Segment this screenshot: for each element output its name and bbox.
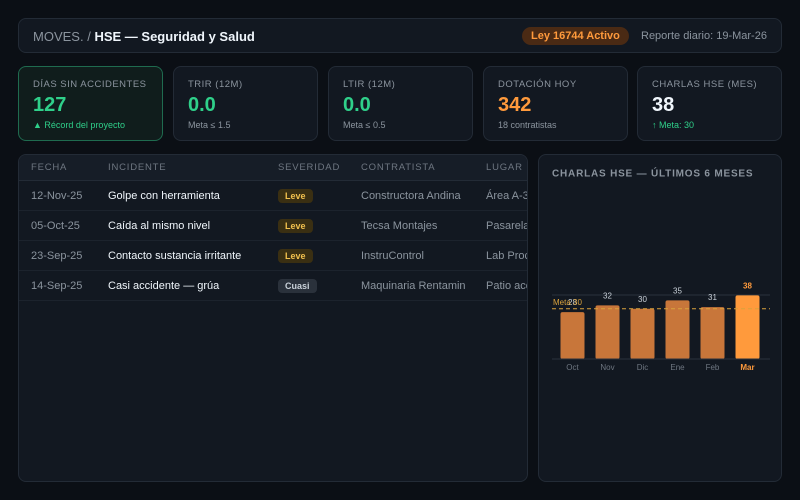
severity-badge: Cuasi xyxy=(278,278,317,293)
header-row: FECHA INCIDENTE SEVERIDAD CONTRATISTA LU… xyxy=(19,155,527,181)
kpi-note: Meta ≤ 1.5 xyxy=(188,120,231,130)
date: 12-Nov-25 xyxy=(19,180,96,211)
x-tick-label: Dic xyxy=(637,363,649,372)
chart-title: CHARLAS HSE — ÚLTIMOS 6 MESES xyxy=(552,167,753,180)
kpi-label: DÍAS SIN ACCIDENTES xyxy=(33,79,147,90)
value-label: 35 xyxy=(673,286,682,295)
column-header: LUGAR xyxy=(474,155,527,181)
kpi-label: LTIR (12M) xyxy=(343,79,396,90)
incident-row[interactable]: 23-Sep-25 Contacto sustancia irritante L… xyxy=(19,240,527,271)
kpi-note: ▲ Récord del proyecto xyxy=(33,120,125,130)
chart-panel: CHARLAS HSE — ÚLTIMOS 6 MESES 28 Oct 32 Nov… xyxy=(538,154,782,482)
value-label: 28 xyxy=(568,298,577,307)
kpi-card: TRIR (12M) 0.0 Meta ≤ 1.5 xyxy=(173,66,318,141)
bar xyxy=(560,312,585,359)
incident-row[interactable]: 05-Oct-25 Caída al mismo nivel Leve Tecs… xyxy=(19,210,527,241)
breadcrumb-separator: / xyxy=(87,29,91,44)
bar xyxy=(630,308,655,359)
kpi-note: 18 contratistas xyxy=(498,120,557,130)
severity-cell: Leve xyxy=(266,180,349,211)
breadcrumb-parent[interactable]: MOVES. xyxy=(33,29,84,44)
column-header: SEVERIDAD xyxy=(266,155,349,181)
incident-row[interactable]: 12-Nov-25 Golpe con herramienta Leve Con… xyxy=(19,180,527,211)
contractor: Tecsa Montajes xyxy=(349,210,474,241)
location: Patio acc xyxy=(474,270,527,301)
column-header: FECHA xyxy=(19,155,96,181)
kpi-card: DÍAS SIN ACCIDENTES 127 ▲ Récord del pro… xyxy=(18,66,163,141)
kpi-value: 342 xyxy=(498,94,532,116)
kpi-card: LTIR (12M) 0.0 Meta ≤ 0.5 xyxy=(328,66,473,141)
kpi-label: CHARLAS HSE (MES) xyxy=(652,79,758,90)
breadcrumb: MOVES. / HSE — Seguridad y Salud xyxy=(33,29,255,44)
value-label: 31 xyxy=(708,293,717,302)
value-label: 30 xyxy=(638,295,647,304)
x-tick-label: Feb xyxy=(706,363,720,372)
kpi-value: 38 xyxy=(652,94,675,116)
severity-badge: Leve xyxy=(278,188,313,203)
incident: Casi accidente — grúa xyxy=(96,270,266,301)
location: Área A-3 xyxy=(474,180,527,211)
status-badge: Ley 16744 Activo xyxy=(522,27,629,45)
kpi-card: DOTACIÓN HOY 342 18 contratistas xyxy=(483,66,628,141)
severity-cell: Leve xyxy=(266,240,349,271)
x-tick-label: Oct xyxy=(566,363,579,372)
kpi-note: Meta ≤ 0.5 xyxy=(343,120,386,130)
value-label: 32 xyxy=(603,291,612,300)
x-tick-label: Mar xyxy=(740,363,754,372)
report-date: Reporte diario: 19-Mar-26 xyxy=(641,30,767,42)
incident: Contacto sustancia irritante xyxy=(96,240,266,271)
incident-table: FECHA INCIDENTE SEVERIDAD CONTRATISTA LU… xyxy=(19,155,527,301)
severity-badge: Leve xyxy=(278,248,313,263)
severity-cell: Cuasi xyxy=(266,270,349,301)
contractor: Constructora Andina xyxy=(349,180,474,211)
chart: CHARLAS HSE — ÚLTIMOS 6 MESES 28 Oct 32 Nov… xyxy=(552,167,770,372)
header: MOVES. / HSE — Seguridad y Salud Ley 167… xyxy=(18,18,782,53)
date: 14-Sep-25 xyxy=(19,270,96,301)
column-header: CONTRATISTA xyxy=(349,155,474,181)
kpi-card: CHARLAS HSE (MES) 38 ↑ Meta: 30 xyxy=(637,66,782,141)
severity-cell: Leve xyxy=(266,210,349,241)
incident-row[interactable]: 14-Sep-25 Casi accidente — grúa Cuasi Ma… xyxy=(19,270,527,301)
kpi-value: 127 xyxy=(33,94,67,116)
date: 05-Oct-25 xyxy=(19,210,96,241)
kpi-value: 0.0 xyxy=(343,94,371,116)
bar xyxy=(665,300,690,359)
kpi-label: TRIR (12M) xyxy=(188,79,243,90)
column-header: INCIDENTE xyxy=(96,155,266,181)
date: 23-Sep-25 xyxy=(19,240,96,271)
kpi-note: ↑ Meta: 30 xyxy=(652,120,695,130)
severity-badge: Leve xyxy=(278,218,313,233)
kpi-value: 0.0 xyxy=(188,94,216,116)
incident-table-panel: FECHA INCIDENTE SEVERIDAD CONTRATISTA LU… xyxy=(18,154,528,482)
incident: Golpe con herramienta xyxy=(96,180,266,211)
kpi-label: DOTACIÓN HOY xyxy=(498,79,577,90)
target-label: Meta 30 xyxy=(553,298,582,307)
contractor: Maquinaria Rentamin xyxy=(349,270,474,301)
bar xyxy=(700,307,725,359)
page-title: HSE — Seguridad y Salud xyxy=(94,29,255,44)
location: Pasarela xyxy=(474,210,527,241)
x-tick-label: Ene xyxy=(670,363,685,372)
bar xyxy=(595,305,620,359)
value-label: 38 xyxy=(743,281,752,290)
location: Lab Proc xyxy=(474,240,527,271)
bar xyxy=(735,295,760,359)
contractor: InstruControl xyxy=(349,240,474,271)
incident: Caída al mismo nivel xyxy=(96,210,266,241)
x-tick-label: Nov xyxy=(600,363,614,372)
